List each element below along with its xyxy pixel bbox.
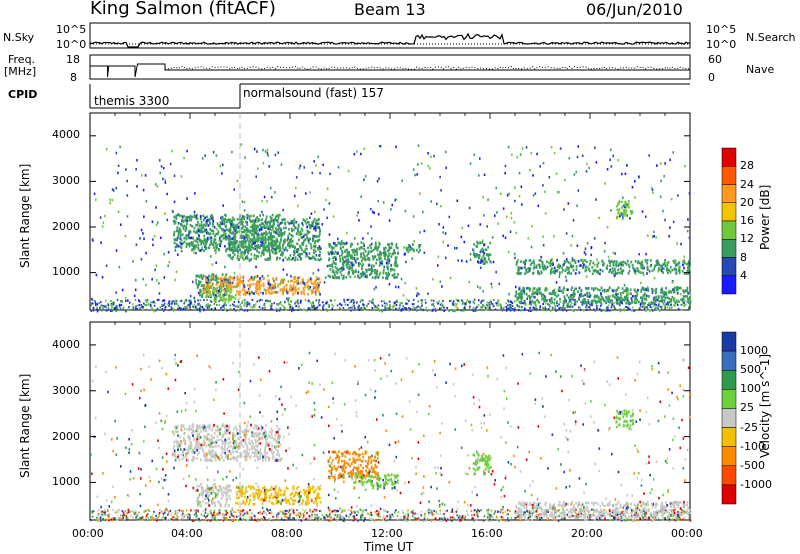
velocity-y-tick-2000: 2000 [52,430,80,443]
velocity-colorbar-tick-label-7: -1000 [740,477,772,491]
x-tick-0800: 08:00 [271,527,303,540]
power-y-tick-4000: 4000 [52,128,80,141]
velocity-echo-region-6 [515,500,692,520]
velocity-echo-region-3 [327,450,380,481]
nsky-tick-top: 10^5 [56,23,87,36]
velocity-colorbar-swatch-0 [721,331,737,352]
power-panel-frame [89,112,691,311]
x-axis-label: Time UT [364,540,414,554]
velocity-y-tick-1000: 1000 [52,475,80,488]
nsearch-label: N.Search [746,31,796,44]
power-colorbar-swatch-7 [721,275,737,295]
power-colorbar-swatch-1 [721,166,737,185]
x-tick-2400: 00:00 [671,527,703,540]
velocity-echo-region-1 [235,484,322,506]
nsky-series [89,32,691,48]
nsearch-tick-top: 10^5 [706,23,737,36]
power-y-tick-3000: 3000 [52,174,80,187]
velocity-colorbar-swatch-7 [721,465,737,486]
nsky-tick-bottom: 10^0 [56,38,87,51]
power-colorbar-tick-label-6: 4 [740,268,747,282]
x-tick-2000: 20:00 [571,527,603,540]
power-echo-region-10 [615,200,633,221]
power-echo-region-7 [472,240,492,265]
power-colorbar-swatch-4 [721,220,737,240]
velocity-y-tick-3000: 3000 [52,384,80,397]
nave-tick-top: 60 [708,53,722,66]
velocity-colorbar-swatch-8 [721,484,737,505]
cpid-label: CPID [8,88,38,101]
velocity-colorbar-swatch-6 [721,446,737,467]
power-colorbar-tick-label-3: 16 [740,214,754,227]
velocity-colorbar-tick-label-2: 100 [740,382,761,396]
chart-title: King Salmon (fitACF) [90,0,276,19]
velocity-colorbar-swatch-4 [721,408,737,428]
x-tick-1600: 16:00 [471,527,503,540]
nave-tick-bottom: 0 [708,71,715,84]
power-echo-region-8 [515,258,691,276]
power-colorbar-swatch-2 [721,184,737,203]
power-colorbar-swatch-5 [721,239,737,258]
velocity-colorbar-swatch-3 [721,389,737,409]
date-label: 06/Jun/2010 [586,0,683,19]
freq-tick-top: 18 [66,53,80,66]
nsearch-tick-bottom: 10^0 [706,38,737,51]
x-tick-0000: 00:00 [72,527,104,540]
freq-unit-label: [MHz] [4,65,37,78]
velocity-echo-region-2 [195,482,232,508]
power-colorbar-tick-label-5: 8 [740,250,747,264]
x-tick-1200: 12:00 [371,527,403,540]
velocity-colorbar-swatch-5 [721,427,737,447]
cpid-segment-2: normalsound (fast) 157 [243,86,384,100]
power-echo-region-1 [227,217,322,262]
velocity-panel-frame [89,321,691,521]
freq-panel-frame [89,54,691,80]
power-colorbar-swatch-0 [721,147,737,167]
velocity-echo-region-0 [172,422,282,463]
beam-label: Beam 13 [354,0,426,19]
velocity-colorbar-tick-label-4: -25 [740,420,758,434]
velocity-colorbar-tick-label-0: 1000 [740,344,768,358]
freq-series [90,63,690,78]
velocity-colorbar-tick-label-6: -500 [740,458,765,472]
nave-label: Nave [746,63,775,76]
power-colorbar-tick-label-0: 28 [740,159,754,173]
power-y-tick-1000: 1000 [52,265,80,278]
power-colorbar-tick-label-1: 24 [740,177,754,191]
velocity-colorbar-tick-label-3: 25 [740,401,754,415]
power-y-tick-2000: 2000 [52,220,80,233]
power-echo-region-5 [327,241,400,280]
velocity-colorbar-swatch-2 [721,369,737,390]
x-tick-0400: 04:00 [171,527,203,540]
power-colorbar-tick-label-2: 20 [740,195,754,209]
freq-label: Freq. [8,53,36,66]
velocity-echo-region-5 [472,450,492,476]
nsky-panel-frame [89,22,691,49]
power-colorbar-swatch-3 [721,202,737,222]
velocity-colorbar-tick-label-1: 500 [740,363,761,377]
power-echo-region-9 [515,286,692,305]
velocity-echo-region-4 [353,473,399,490]
power-colorbar-swatch-6 [721,257,737,276]
power-colorbar-tick-label-4: 12 [740,232,754,246]
nave-series [164,65,691,71]
velocity-y-tick-4000: 4000 [52,338,80,351]
cpid-segment-1: themis 3300 [94,94,170,108]
velocity-echo-region-7 [615,409,635,430]
freq-tick-bottom: 8 [70,71,77,84]
velocity-colorbar-swatch-1 [721,350,737,371]
power-echo-region-4 [205,286,237,303]
power-echo-region-6 [403,243,422,256]
nsky-label: N.Sky [3,31,35,44]
velocity-colorbar-tick-label-5: -100 [740,439,765,453]
